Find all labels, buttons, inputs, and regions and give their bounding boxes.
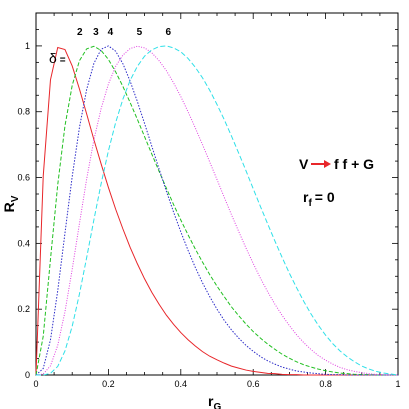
series-label-4: 4 [108,27,114,38]
rf-annotation: rf = 0 [303,189,335,209]
x-tick-label: 0.6 [247,379,260,389]
x-tick-label: 1 [395,379,400,389]
process-left: V [299,156,309,172]
y-axis-title: RV [1,195,21,212]
x-tick-label: 0.4 [175,379,188,389]
x-axis-title: rG [208,393,221,409]
series-line-6 [36,45,399,376]
y-tick-label: 1 [25,41,30,51]
process-arrow-head [324,160,331,168]
x-tick-label: 0 [33,379,38,389]
series-curves [35,45,399,376]
y-tick-label: 0 [25,370,30,380]
axis-ticks [35,12,399,376]
delta-label: δ = [49,50,66,66]
y-tick-labels: 0 0.2 0.4 0.6 0.8 1 [17,41,30,380]
series-label-6: 6 [166,27,172,38]
x-tick-labels: 0 0.2 0.4 0.6 0.8 1 [33,379,400,389]
x-tick-label: 0.2 [102,379,115,389]
series-label-2: 2 [77,27,83,38]
plot-frame [35,12,399,376]
series-line-2 [35,46,398,376]
process-annotation: V f f + G [299,156,374,172]
process-right: f f + G [334,156,374,172]
y-tick-label: 0.2 [17,304,30,314]
y-tick-label: 0.8 [17,107,30,117]
series-line-5 [35,45,398,376]
series-line-3 [35,45,398,376]
x-tick-label: 0.8 [319,379,332,389]
y-tick-label: 0.6 [17,173,30,183]
series-label-5: 5 [137,27,143,38]
series-line-4 [35,45,398,376]
y-tick-label: 0.4 [17,238,30,248]
series-label-3: 3 [93,27,99,38]
